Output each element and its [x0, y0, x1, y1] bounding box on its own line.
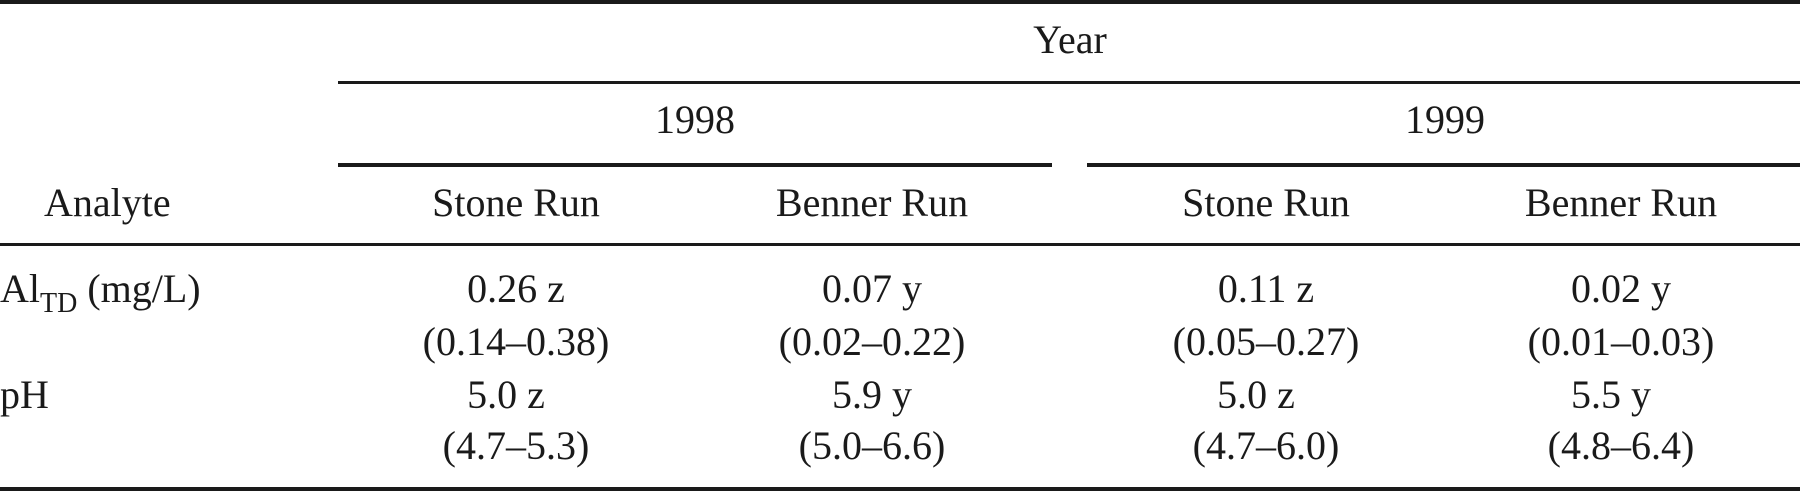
cell-al-1999-benner-value: 0.02 y: [1571, 266, 1671, 311]
year-header: Year: [1033, 17, 1107, 62]
year-underline: [338, 81, 1800, 84]
analyte-header: Analyte: [44, 180, 171, 225]
table-row-label-ph: pH: [0, 372, 49, 417]
site-header-1999-benner-run: Benner Run: [1524, 180, 1718, 225]
site-header-1998-stone-run: Stone Run: [432, 180, 600, 225]
cell-ph-1998-stone-range: (4.7–5.3): [442, 423, 590, 468]
cell-al-1998-benner-range: (0.02–0.22): [778, 319, 966, 364]
year-1998-underline: [338, 163, 1052, 167]
cell-al-1999-stone-value: 0.11 z: [1217, 266, 1315, 311]
analyte-al-main: Al: [0, 266, 40, 311]
cell-ph-1999-stone-value: 5.0 z: [1217, 372, 1295, 417]
cell-al-1999-benner-range: (0.01–0.03): [1527, 319, 1715, 364]
cell-ph-1998-stone-value: 5.0 z: [467, 372, 545, 417]
cell-ph-1998-benner-range: (5.0–6.6): [798, 423, 946, 468]
table-top-rule: [0, 0, 1800, 4]
cell-al-1999-stone-range: (0.05–0.27): [1172, 319, 1360, 364]
year-1998-header: 1998: [655, 97, 735, 142]
year-1999-underline: [1087, 163, 1800, 167]
table-row-label-al: AlTD (mg/L): [0, 266, 201, 318]
year-1999-header: 1999: [1405, 97, 1485, 142]
cell-ph-1999-benner-range: (4.8–6.4): [1547, 423, 1695, 468]
cell-al-1998-stone-range: (0.14–0.38): [422, 319, 610, 364]
header-bottom-rule: [0, 243, 1800, 246]
cell-ph-1999-stone-range: (4.7–6.0): [1192, 423, 1340, 468]
site-header-1998-benner-run: Benner Run: [775, 180, 969, 225]
analyte-al-subscript: TD: [40, 288, 78, 319]
cell-ph-1999-benner-value: 5.5 y: [1571, 372, 1651, 417]
site-header-1999-stone-run: Stone Run: [1182, 180, 1350, 225]
cell-ph-1998-benner-value: 5.9 y: [832, 372, 912, 417]
table-bottom-rule: [0, 487, 1800, 491]
cell-al-1998-stone-value: 0.26 z: [467, 266, 565, 311]
cell-al-1998-benner-value: 0.07 y: [822, 266, 922, 311]
analyte-al-unit: (mg/L): [77, 266, 201, 311]
